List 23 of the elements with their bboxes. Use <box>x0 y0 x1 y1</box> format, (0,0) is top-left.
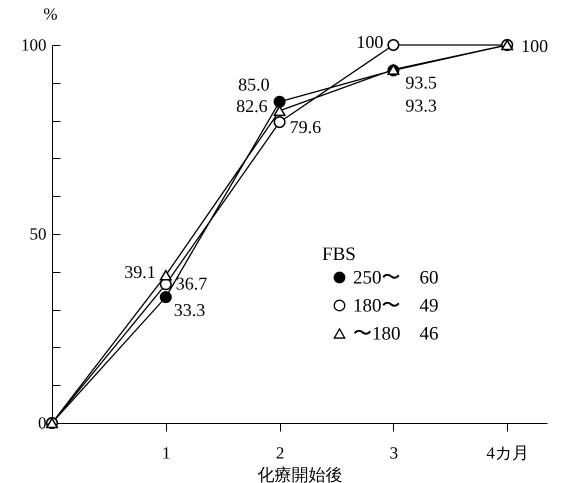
x-tick-label: 1 <box>162 444 171 462</box>
data-label: 93.5 <box>405 72 437 93</box>
data-label: 33.3 <box>174 300 206 320</box>
data-label: 39.1 <box>124 262 156 282</box>
data-label: 36.7 <box>176 273 208 294</box>
legend-label: 180〜 49 <box>353 296 438 316</box>
y-axis-title: % <box>43 4 58 24</box>
x-tick-label: 2 <box>276 444 284 462</box>
x-axis-title: 化療開始後 <box>258 466 342 483</box>
data-label: 93.3 <box>405 95 437 116</box>
y-tick-label: 0 <box>38 414 46 432</box>
legend-label: 250〜 60 <box>353 268 438 288</box>
data-label: 82.6 <box>236 96 268 116</box>
y-tick-label: 50 <box>30 224 46 244</box>
x-tick-label: 3 <box>390 444 398 462</box>
x-tick-label: 4カ月 <box>486 444 529 462</box>
legend-label: 〜180 46 <box>353 324 438 344</box>
data-label: 100 <box>356 32 384 52</box>
data-label: 85.0 <box>238 74 270 95</box>
data-label: 79.6 <box>290 117 322 138</box>
data-label: 100 <box>521 36 548 56</box>
legend-title: FBS <box>322 244 356 265</box>
y-tick-label: 100 <box>21 36 46 54</box>
